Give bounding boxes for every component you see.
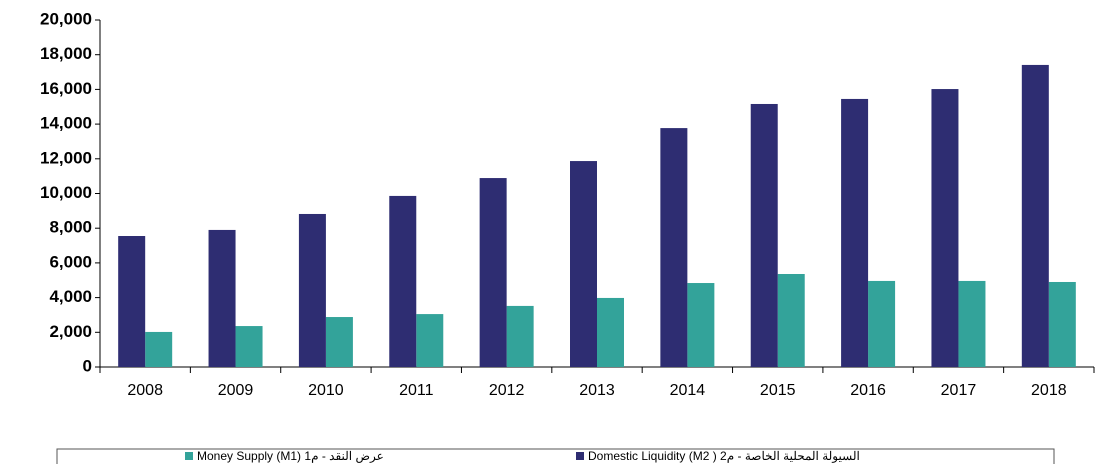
legend-label: Money Supply (M1) عرض النقد - م1	[197, 449, 384, 463]
y-tick-label: 6,000	[49, 252, 92, 271]
y-tick-label: 12,000	[40, 148, 92, 167]
y-tick-label: 10,000	[40, 183, 92, 202]
bar	[506, 305, 534, 367]
x-tick-label: 2017	[941, 382, 977, 399]
y-tick-label: 4,000	[49, 287, 92, 306]
bar	[389, 195, 417, 367]
bar	[777, 274, 805, 367]
legend-box	[56, 448, 1055, 464]
legend-swatch	[576, 452, 584, 460]
bar	[145, 331, 173, 367]
x-tick-label: 2010	[308, 382, 344, 399]
y-tick-label: 16,000	[40, 79, 92, 98]
bar	[841, 98, 869, 367]
bar	[235, 326, 263, 367]
legend-label: Domestic Liquidity (M2 ) السيولة المحلية…	[588, 449, 860, 463]
x-tick-label: 2015	[760, 382, 796, 399]
bar	[958, 280, 986, 367]
x-tick-label: 2018	[1031, 382, 1067, 399]
bar	[750, 103, 778, 367]
y-tick-label: 8,000	[49, 218, 92, 237]
x-tick-label: 2013	[579, 382, 615, 399]
y-tick-label: 18,000	[40, 44, 92, 63]
y-tick-label: 0	[83, 356, 92, 375]
bar	[1048, 281, 1076, 367]
x-tick-label: 2016	[850, 382, 886, 399]
bar	[208, 229, 236, 367]
bar	[570, 161, 597, 367]
x-tick-label: 2009	[218, 382, 254, 399]
bar	[479, 178, 507, 367]
y-tick-label: 14,000	[40, 114, 92, 133]
y-tick-label: 2,000	[49, 322, 92, 341]
bar	[687, 283, 715, 367]
bar	[931, 89, 959, 367]
x-tick-label: 2008	[127, 382, 163, 399]
x-tick-label: 2011	[399, 382, 434, 399]
bar	[325, 317, 353, 367]
bar	[597, 297, 624, 367]
bar	[118, 236, 146, 367]
bar	[868, 280, 896, 367]
x-tick-label: 2014	[670, 382, 706, 399]
bar	[660, 128, 688, 367]
bar	[1021, 64, 1049, 368]
x-tick-label: 2012	[489, 382, 525, 399]
bar	[416, 314, 444, 367]
bar	[298, 213, 326, 367]
legend-swatch	[185, 452, 193, 460]
y-tick-label: 20,000	[40, 9, 92, 28]
